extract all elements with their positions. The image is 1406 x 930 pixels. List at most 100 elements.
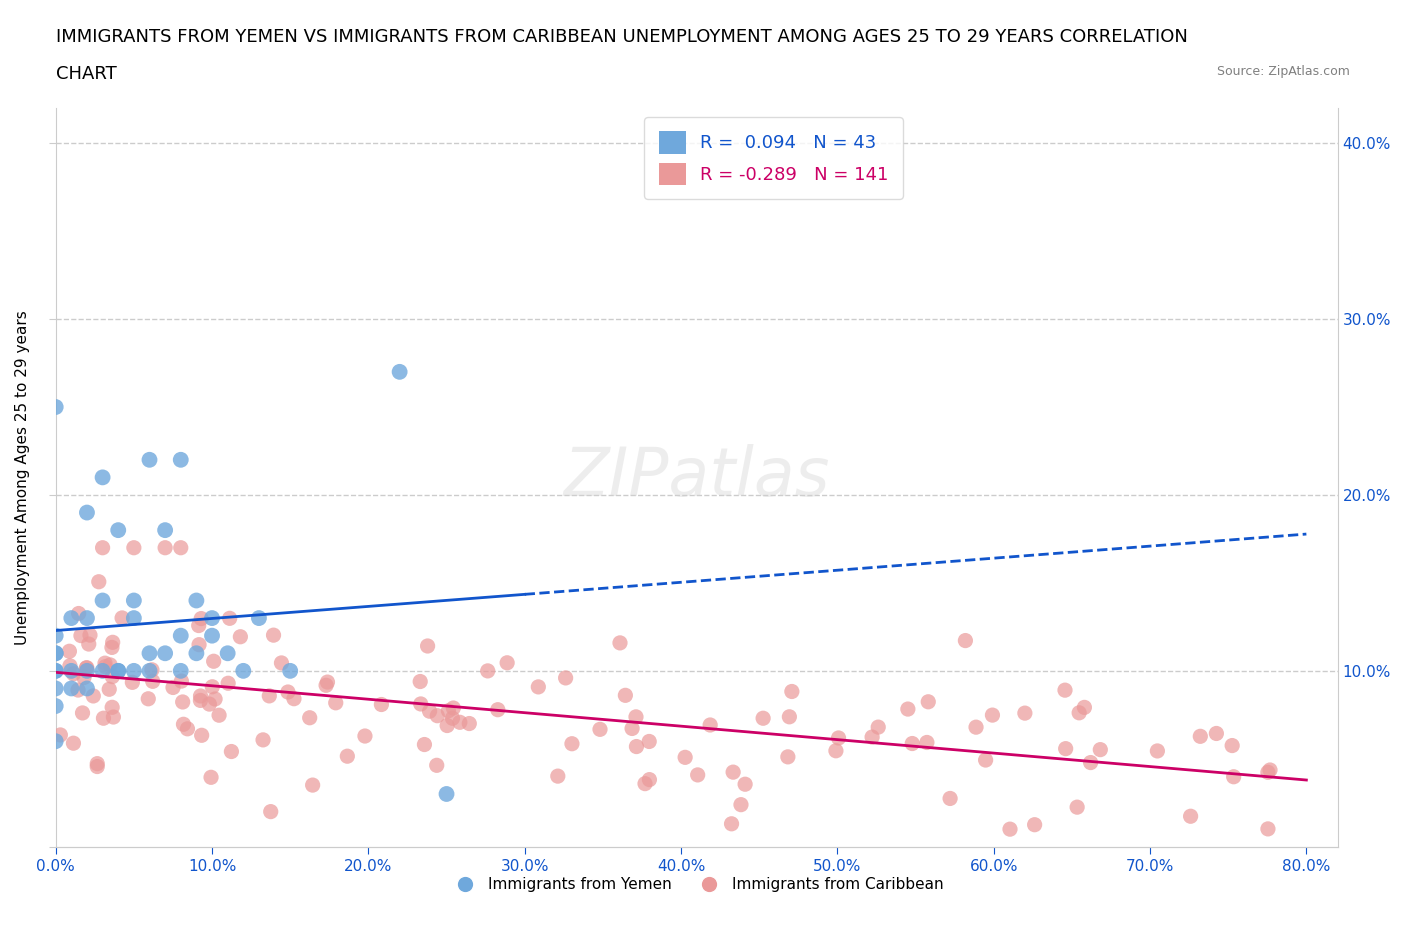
Point <box>45 681 67 696</box>
Point <box>1205 726 1227 741</box>
Point <box>458 716 481 731</box>
Point <box>825 743 848 758</box>
Point <box>734 777 756 791</box>
Point <box>79 628 101 643</box>
Point <box>98 658 121 672</box>
Point <box>477 663 499 678</box>
Point <box>60 663 83 678</box>
Point <box>336 749 359 764</box>
Point <box>93 711 115 725</box>
Point <box>1014 706 1036 721</box>
Point <box>730 797 752 812</box>
Point <box>283 691 305 706</box>
Point <box>172 717 194 732</box>
Point <box>72 706 94 721</box>
Point <box>554 671 576 685</box>
Point <box>87 575 110 590</box>
Point <box>45 663 67 678</box>
Point <box>188 637 211 652</box>
Point <box>111 610 134 625</box>
Point <box>897 701 920 716</box>
Point <box>1080 755 1102 770</box>
Point <box>67 683 90 698</box>
Point <box>70 628 93 643</box>
Text: ZIPatlas: ZIPatlas <box>564 445 830 511</box>
Point <box>103 710 125 724</box>
Point <box>426 709 449 724</box>
Point <box>76 663 98 678</box>
Point <box>91 540 114 555</box>
Point <box>153 645 176 660</box>
Point <box>107 663 129 678</box>
Point <box>278 663 301 678</box>
Point <box>58 644 80 658</box>
Point <box>217 676 239 691</box>
Point <box>1054 741 1077 756</box>
Point <box>638 734 661 749</box>
Point <box>752 711 775 725</box>
Point <box>827 731 849 746</box>
Point <box>45 734 67 749</box>
Point <box>252 733 274 748</box>
Point <box>621 721 644 736</box>
Point <box>965 720 987 735</box>
Point <box>437 703 460 718</box>
Point <box>122 540 145 555</box>
Point <box>1073 700 1095 715</box>
Point <box>62 667 84 682</box>
Point <box>1090 742 1112 757</box>
Point <box>186 645 208 660</box>
Point <box>1222 769 1244 784</box>
Point <box>915 735 938 750</box>
Point <box>82 688 104 703</box>
Point <box>86 759 108 774</box>
Point <box>200 770 222 785</box>
Point <box>686 767 709 782</box>
Point <box>561 737 583 751</box>
Point <box>142 674 165 689</box>
Point <box>263 628 285 643</box>
Point <box>426 758 449 773</box>
Point <box>170 629 193 644</box>
Text: CHART: CHART <box>56 65 117 83</box>
Point <box>441 700 464 715</box>
Point <box>153 540 176 555</box>
Point <box>486 702 509 717</box>
Point <box>1257 764 1279 779</box>
Point <box>77 637 100 652</box>
Point <box>721 764 744 779</box>
Point <box>260 804 283 819</box>
Legend: Immigrants from Yemen, Immigrants from Caribbean: Immigrants from Yemen, Immigrants from C… <box>443 871 950 898</box>
Point <box>955 633 977 648</box>
Point <box>122 663 145 678</box>
Point <box>298 711 321 725</box>
Point <box>201 611 224 626</box>
Point <box>76 611 98 626</box>
Point <box>354 728 377 743</box>
Point <box>107 663 129 678</box>
Point <box>974 752 997 767</box>
Point <box>91 663 114 678</box>
Point <box>998 822 1021 837</box>
Point <box>75 660 97 675</box>
Point <box>60 681 83 696</box>
Point <box>101 635 124 650</box>
Point <box>901 736 924 751</box>
Point <box>122 593 145 608</box>
Point <box>76 660 98 675</box>
Point <box>720 817 742 831</box>
Point <box>86 756 108 771</box>
Point <box>436 718 458 733</box>
Point <box>388 365 411 379</box>
Point <box>138 645 160 660</box>
Point <box>370 698 392 712</box>
Point <box>190 688 212 703</box>
Point <box>1257 821 1279 836</box>
Point <box>218 611 240 626</box>
Point <box>232 663 254 678</box>
Point <box>277 684 299 699</box>
Point <box>221 744 243 759</box>
Point <box>94 659 117 674</box>
Point <box>409 697 432 711</box>
Point <box>122 611 145 626</box>
